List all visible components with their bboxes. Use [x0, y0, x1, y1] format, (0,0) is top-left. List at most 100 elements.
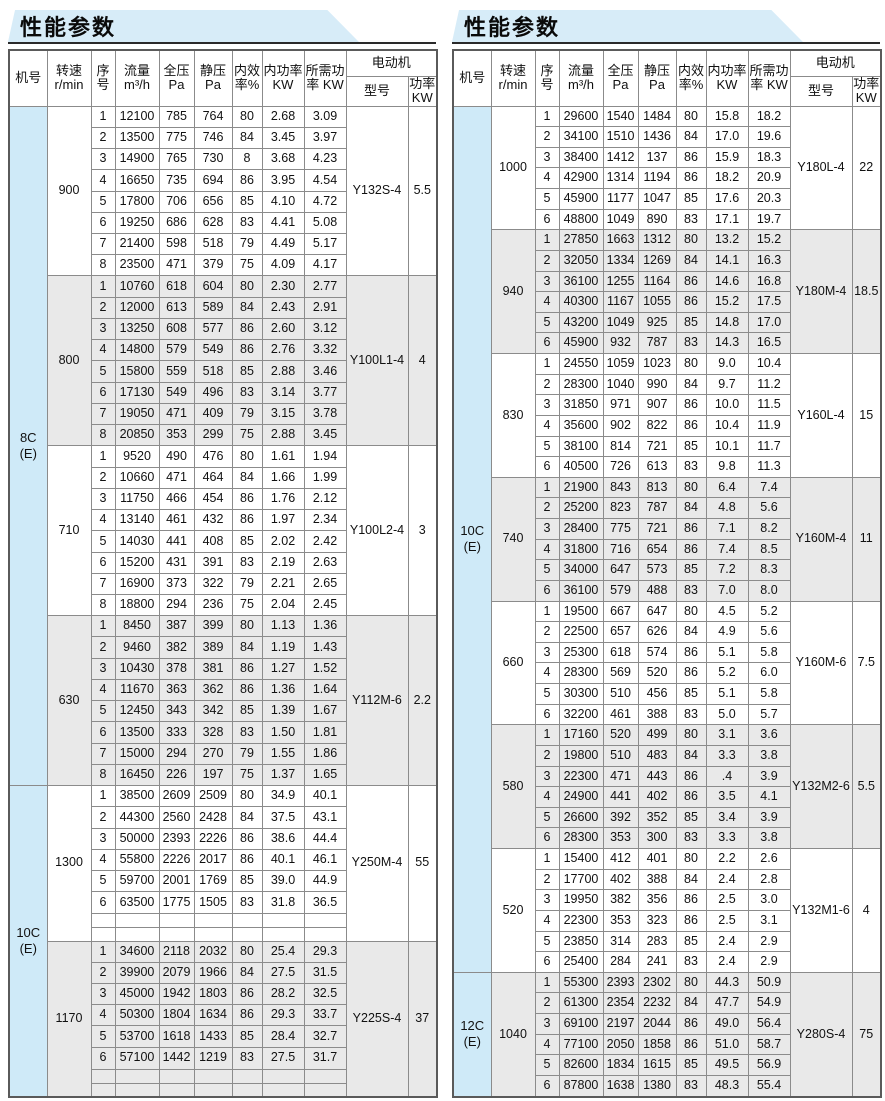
total-pressure-cell: 373 [158, 572, 195, 595]
table-row: 5 43200 1049 925 85 14.8 17.0 [453, 311, 881, 334]
total-pressure-cell: 520 [602, 724, 639, 746]
speed-cell: 660 [490, 600, 536, 726]
total-pressure-cell: 559 [158, 360, 195, 383]
table-row: 4 42900 1314 1194 86 18.2 20.9 [453, 167, 881, 190]
static-pressure-cell: 476 [193, 445, 233, 468]
required-power-cell: 4.72 [303, 190, 347, 213]
row-index-cell: 3 [90, 317, 116, 341]
row-index-cell: 1 [534, 848, 560, 870]
row-index-cell: 3 [90, 982, 116, 1006]
required-power-cell: 17.5 [747, 291, 791, 313]
flow-cell: 9520 [114, 445, 160, 468]
row-index-cell: 4 [534, 909, 560, 932]
required-power-cell: 20.3 [747, 188, 791, 210]
total-pressure-cell: 1040 [602, 373, 639, 396]
total-pressure-cell: 441 [602, 786, 639, 808]
col-header-efficiency: 内效 率% [231, 49, 263, 107]
efficiency-cell: 86 [675, 414, 707, 437]
total-pressure-cell: 412 [602, 848, 639, 870]
row-index-cell: 3 [534, 641, 560, 664]
flow-cell: 19050 [114, 402, 160, 426]
table-row: 6 28300 353 300 83 3.3 3.8 [453, 827, 881, 850]
total-pressure-cell: 471 [602, 765, 639, 788]
total-pressure-cell: 1775 [158, 891, 195, 914]
flow-cell: 53700 [114, 1025, 160, 1048]
row-index-cell: 6 [534, 951, 560, 973]
total-pressure-cell: 353 [158, 424, 195, 447]
flow-cell: 11670 [114, 678, 160, 702]
total-pressure-cell: 490 [158, 445, 195, 468]
efficiency-cell: 80 [675, 105, 707, 128]
static-pressure-cell: 488 [637, 579, 677, 602]
table-row: 10C (E) 1300 1 38500 2609 2509 80 34.9 40.1 Y250M-… [8, 785, 438, 1098]
internal-power-cell: 51.0 [705, 1033, 749, 1056]
row-index-cell: 5 [90, 1025, 116, 1048]
motor-model-cell: Y180M-4 [789, 229, 853, 355]
total-pressure-cell: 387 [158, 615, 195, 638]
internal-power-cell: 27.5 [261, 1046, 305, 1070]
static-pressure-cell [193, 926, 233, 942]
required-power-cell: 5.2 [747, 600, 791, 623]
static-pressure-cell: 352 [637, 806, 677, 829]
flow-cell [114, 1082, 160, 1098]
required-power-cell: 33.7 [303, 1004, 347, 1027]
internal-power-cell: 2.30 [261, 275, 305, 298]
static-pressure-cell: 379 [193, 254, 233, 277]
table-row: 3 36100 1255 1164 86 14.6 16.8 [453, 270, 881, 293]
row-index-cell: 8 [90, 424, 116, 447]
efficiency-cell: 75 [231, 763, 263, 787]
efficiency-cell: 79 [231, 232, 263, 256]
total-pressure-cell: 765 [158, 148, 195, 171]
static-pressure-cell: 1164 [637, 270, 677, 293]
row-index-cell: 5 [90, 700, 116, 723]
required-power-cell: 15.2 [747, 229, 791, 251]
flow-cell: 19500 [558, 600, 604, 623]
flow-cell: 45900 [558, 332, 604, 355]
flow-cell: 21400 [114, 232, 160, 256]
total-pressure-cell: 579 [158, 339, 195, 362]
motor-power-cell: 7.5 [851, 600, 882, 726]
flow-cell: 13140 [114, 509, 160, 532]
total-pressure-cell: 716 [602, 538, 639, 561]
flow-cell: 38400 [558, 146, 604, 169]
total-pressure-cell: 667 [602, 600, 639, 623]
total-pressure-cell: 775 [158, 126, 195, 150]
static-pressure-cell: 356 [637, 889, 677, 911]
static-pressure-cell: 1769 [193, 870, 233, 893]
page-title: 性能参数 [464, 15, 561, 40]
flow-cell: 17700 [558, 868, 604, 891]
efficiency-cell: 86 [231, 339, 263, 362]
required-power-cell [303, 1068, 347, 1084]
row-index-cell [90, 1082, 116, 1098]
efficiency-cell: 84 [675, 373, 707, 396]
required-power-cell: 58.7 [747, 1033, 791, 1056]
required-power-cell: 5.17 [303, 232, 347, 256]
flow-cell [114, 926, 160, 942]
flow-cell: 16650 [114, 169, 160, 192]
internal-power-cell: 5.1 [705, 683, 749, 705]
flow-cell: 23500 [114, 254, 160, 277]
flow-cell: 10660 [114, 466, 160, 489]
left-title-banner: 性能参数 [8, 10, 359, 42]
row-index-cell: 6 [90, 721, 116, 744]
static-pressure-cell: 1055 [637, 291, 677, 313]
table-row-empty [9, 1082, 437, 1098]
efficiency-cell: 86 [675, 1033, 707, 1056]
motor-power-cell: 15 [851, 353, 882, 478]
row-index-cell: 1 [90, 940, 116, 963]
motor-model-cell: Y132M1-6 [789, 848, 853, 973]
required-power-cell: 50.9 [747, 971, 791, 994]
total-pressure-cell: 579 [602, 579, 639, 602]
efficiency-cell: 83 [675, 456, 707, 478]
table-row: 3 28400 775 721 86 7.1 8.2 [453, 518, 881, 540]
internal-power-cell [261, 912, 305, 928]
total-pressure-cell: 2226 [158, 848, 195, 872]
row-index-cell: 6 [534, 827, 560, 850]
total-pressure-cell [158, 1068, 195, 1084]
required-power-cell: 44.9 [303, 870, 347, 893]
motor-power-cell: 55 [407, 785, 438, 942]
machine-cell: 10C (E) [452, 105, 492, 973]
static-pressure-cell: 1615 [637, 1054, 677, 1076]
total-pressure-cell: 466 [158, 487, 195, 511]
flow-cell: 14800 [114, 339, 160, 362]
